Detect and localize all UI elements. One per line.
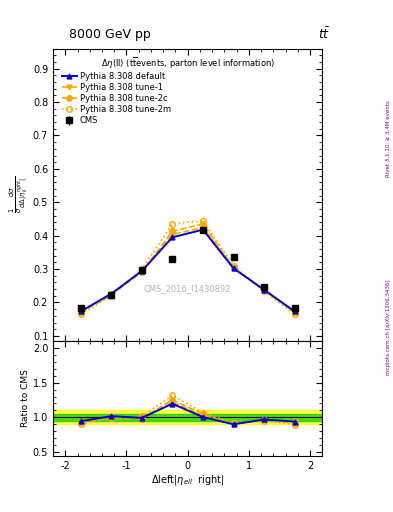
Line: Pythia 8.308 tune-2c: Pythia 8.308 tune-2c xyxy=(78,221,298,315)
Pythia 8.308 tune-1 xyxy=(262,287,266,293)
Legend: Pythia 8.308 default, Pythia 8.308 tune-1, Pythia 8.308 tune-2c, Pythia 8.308 tu: Pythia 8.308 default, Pythia 8.308 tune-… xyxy=(60,70,173,127)
Pythia 8.308 tune-1 xyxy=(292,309,297,315)
Pythia 8.308 tune-2c xyxy=(292,309,297,315)
Line: Pythia 8.308 tune-1: Pythia 8.308 tune-1 xyxy=(78,225,297,314)
Bar xyxy=(53,411,322,424)
Pythia 8.308 default xyxy=(200,227,205,233)
Pythia 8.308 tune-2m xyxy=(140,266,144,272)
Pythia 8.308 tune-1 xyxy=(109,291,114,297)
Pythia 8.308 tune-1 xyxy=(170,231,175,238)
Pythia 8.308 tune-2c xyxy=(200,221,205,227)
Text: CMS_2016_I1430892: CMS_2016_I1430892 xyxy=(144,284,231,293)
Pythia 8.308 default xyxy=(262,287,266,293)
Pythia 8.308 default xyxy=(109,291,114,297)
Pythia 8.308 tune-2c xyxy=(231,265,236,271)
Pythia 8.308 tune-1 xyxy=(200,224,205,230)
Text: mcplots.cern.ch [arXiv:1306.3436]: mcplots.cern.ch [arXiv:1306.3436] xyxy=(386,280,391,375)
Pythia 8.308 tune-2m xyxy=(292,311,297,317)
Pythia 8.308 tune-1 xyxy=(78,309,83,315)
Text: 8000 GeV pp: 8000 GeV pp xyxy=(69,28,151,41)
X-axis label: $\Delta$left$|\eta_{ell}$  right$|$: $\Delta$left$|\eta_{ell}$ right$|$ xyxy=(151,473,224,487)
Pythia 8.308 tune-2m xyxy=(170,221,175,227)
Pythia 8.308 tune-2m xyxy=(231,263,236,269)
Pythia 8.308 tune-2m xyxy=(109,293,114,299)
Pythia 8.308 default xyxy=(170,234,175,241)
Pythia 8.308 tune-1 xyxy=(231,265,236,271)
Pythia 8.308 default xyxy=(231,265,236,271)
Text: $\Delta\eta$(ll) (t$\overline{\mathsf{t}}$events, parton level information): $\Delta\eta$(ll) (t$\overline{\mathsf{t}… xyxy=(101,56,275,71)
Pythia 8.308 tune-2c xyxy=(170,228,175,234)
Pythia 8.308 tune-2c xyxy=(78,309,83,315)
Y-axis label: Ratio to CMS: Ratio to CMS xyxy=(21,369,30,427)
Pythia 8.308 tune-2c xyxy=(262,287,266,293)
Y-axis label: $\frac{1}{\sigma}\frac{d\sigma}{d\Delta|\eta_{ll}^{right}|}$: $\frac{1}{\sigma}\frac{d\sigma}{d\Delta|… xyxy=(8,176,30,214)
Text: Rivet 3.1.10, ≥ 3.4M events: Rivet 3.1.10, ≥ 3.4M events xyxy=(386,100,391,177)
Bar xyxy=(53,414,322,421)
Line: Pythia 8.308 tune-2m: Pythia 8.308 tune-2m xyxy=(78,218,298,317)
Text: $t\bar{t}$: $t\bar{t}$ xyxy=(318,27,330,42)
Pythia 8.308 default xyxy=(292,308,297,314)
Pythia 8.308 default xyxy=(140,268,144,274)
Pythia 8.308 default xyxy=(78,308,83,314)
Pythia 8.308 tune-2c xyxy=(140,269,144,275)
Pythia 8.308 tune-2m xyxy=(262,288,266,294)
Line: Pythia 8.308 default: Pythia 8.308 default xyxy=(78,227,297,314)
Pythia 8.308 tune-2m xyxy=(200,218,205,224)
Pythia 8.308 tune-2m xyxy=(78,311,83,317)
Pythia 8.308 tune-1 xyxy=(140,268,144,274)
Pythia 8.308 tune-2c xyxy=(109,292,114,298)
